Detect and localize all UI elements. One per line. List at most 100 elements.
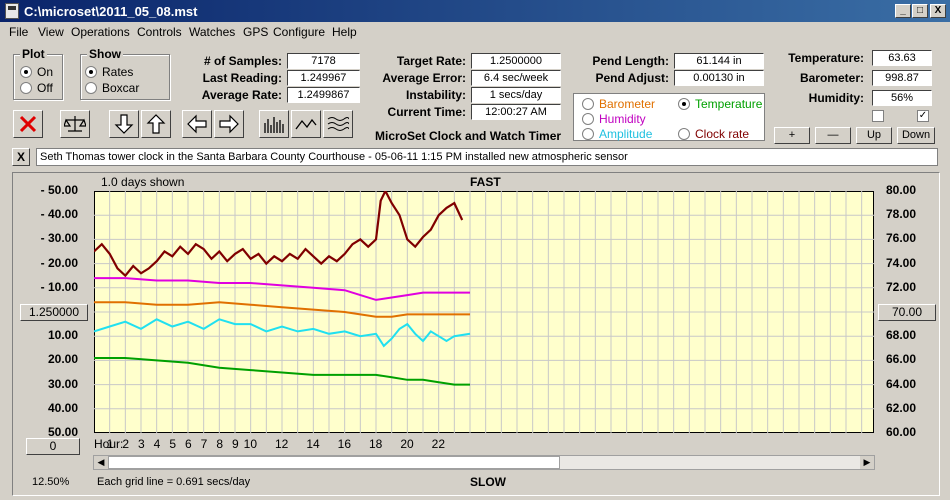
arrow-right-button[interactable]	[214, 110, 244, 138]
y-left-tick-label: - 20.00	[40, 255, 78, 270]
menu-gps[interactable]: GPS	[243, 25, 269, 39]
sensor-temperature-radio[interactable]: Temperature	[678, 97, 762, 111]
series-line-barometer	[94, 301, 470, 318]
x-hour-tick-label: 12	[275, 437, 289, 451]
maximize-button[interactable]: □	[912, 4, 928, 18]
wave-view-button[interactable]	[323, 110, 353, 138]
arrow-left-icon	[187, 114, 207, 134]
radio-empty-icon	[85, 82, 97, 94]
menu-configure[interactable]: Configure	[273, 25, 326, 39]
target-rate-field[interactable]: 1.2500000	[471, 53, 561, 69]
note-field[interactable]: Seth Thomas tower clock in the Santa Bar…	[36, 148, 938, 166]
series-line-temperature	[94, 357, 470, 386]
scroll-left-icon[interactable]: ◀	[94, 456, 108, 469]
radio-empty-icon	[20, 82, 32, 94]
sensor-humidity-radio[interactable]: Humidity	[582, 112, 646, 126]
x-hour-tick-label: 9	[232, 437, 239, 451]
zero-button[interactable]: 0	[26, 438, 80, 455]
x-hour-tick-label: 6	[185, 437, 192, 451]
show-group-label: Show	[87, 47, 123, 61]
horizontal-scrollbar[interactable]: ◀ ▶	[93, 455, 875, 470]
average-error-field: 6.4 sec/week	[471, 70, 561, 86]
menu-operations[interactable]: Operations	[71, 25, 130, 39]
show-boxcar-radio[interactable]: Boxcar	[85, 81, 139, 95]
plot-on-radio[interactable]: On	[20, 65, 53, 79]
fast-label: FAST	[470, 175, 501, 189]
x-hour-tick-label: 7	[200, 437, 208, 451]
minus-button[interactable]: —	[815, 127, 851, 144]
days-shown-label: 1.0 days shown	[101, 175, 185, 189]
menu-view[interactable]: View	[38, 25, 64, 39]
checkbox-right[interactable]: ✓	[917, 110, 929, 122]
sensor-clock-rate-radio[interactable]: Clock rate	[678, 127, 749, 141]
x-hour-tick-label: 2	[122, 437, 130, 451]
series-line-humidity	[94, 277, 470, 301]
app-icon	[5, 3, 19, 19]
checkbox-left[interactable]	[872, 110, 884, 122]
scroll-thumb[interactable]	[108, 456, 560, 469]
y-right-tick-label: 72.00	[886, 279, 917, 294]
radio-empty-icon	[582, 128, 594, 140]
up-button[interactable]: Up	[856, 127, 892, 144]
center-temp-button[interactable]: 70.00	[878, 304, 936, 321]
barometer-label: Barometer:	[799, 71, 864, 85]
y-right-tick-label: 68.00	[886, 328, 917, 343]
instability-label: Instability:	[405, 88, 466, 102]
y-left-tick-label: 20.00	[47, 352, 78, 367]
down-button[interactable]: Down	[897, 127, 935, 144]
samples-field: 7178	[287, 53, 360, 69]
balance-button[interactable]	[60, 110, 90, 138]
y-left-tick-label: - 30.00	[40, 231, 78, 246]
radio-empty-icon	[582, 113, 594, 125]
instability-field: 1 secs/day	[471, 87, 561, 103]
x-hour-tick-label: 5	[169, 437, 177, 451]
y-right-tick-label: 78.00	[886, 207, 917, 222]
app-title-label: MicroSet Clock and Watch Timer	[375, 129, 562, 143]
series-line-rate	[94, 191, 464, 278]
plot-off-radio[interactable]: Off	[20, 81, 53, 95]
bar-view-button[interactable]	[259, 110, 289, 138]
line-view-button[interactable]	[291, 110, 321, 138]
menu-help[interactable]: Help	[332, 25, 357, 39]
pend-length-field[interactable]: 61.144 in	[674, 53, 764, 69]
menu-file[interactable]: File	[9, 25, 29, 39]
sensor-amplitude-radio[interactable]: Amplitude	[582, 127, 652, 141]
bar-graph-icon	[264, 117, 284, 133]
stop-button[interactable]	[13, 110, 43, 138]
y-right-tick-label: 76.00	[886, 231, 917, 246]
last-reading-label: Last Reading:	[202, 71, 282, 85]
x-hour-tick-label: 20	[400, 437, 414, 451]
plot-group: Plot On Off	[13, 47, 63, 100]
series-line-amplitude	[94, 318, 471, 348]
y-left-tick-label: 50.00	[47, 425, 78, 439]
hour-axis-label: Hour:	[94, 437, 124, 451]
arrow-left-button[interactable]	[182, 110, 212, 138]
y-left-tick-label: - 40.00	[40, 207, 78, 222]
x-hour-tick-label: 8	[216, 437, 224, 451]
minimize-button[interactable]: _	[895, 4, 911, 18]
clear-note-button[interactable]: X	[12, 148, 30, 166]
balance-scale-icon	[64, 116, 86, 132]
sensor-barometer-radio[interactable]: Barometer	[582, 97, 655, 111]
scroll-right-icon[interactable]: ▶	[860, 456, 874, 469]
arrow-up-button[interactable]	[141, 110, 171, 138]
humidity-label: Humidity:	[808, 91, 864, 105]
y-left-tick-label: - 10.00	[40, 279, 78, 294]
menu-controls[interactable]: Controls	[137, 25, 182, 39]
menu-watches[interactable]: Watches	[189, 25, 236, 39]
sensor-select-box: Barometer Temperature Humidity Amplitude…	[573, 93, 765, 141]
show-rates-radio[interactable]: Rates	[85, 65, 133, 79]
average-rate-field: 1.2499867	[287, 87, 360, 103]
close-button[interactable]: X	[930, 4, 946, 18]
window-title: C:\microset\2011_05_08.mst	[24, 4, 198, 19]
last-reading-field: 1.249967	[287, 70, 360, 86]
average-error-label: Average Error:	[382, 71, 466, 85]
plot-grid	[94, 191, 874, 433]
temperature-label: Temperature:	[788, 51, 864, 65]
target-rate-label: Target Rate:	[396, 54, 466, 68]
slow-label: SLOW	[470, 475, 506, 489]
plus-button[interactable]: +	[774, 127, 810, 144]
arrow-right-icon	[219, 114, 239, 134]
arrow-down-button[interactable]	[109, 110, 139, 138]
center-rate-button[interactable]: 1.250000	[20, 304, 88, 321]
